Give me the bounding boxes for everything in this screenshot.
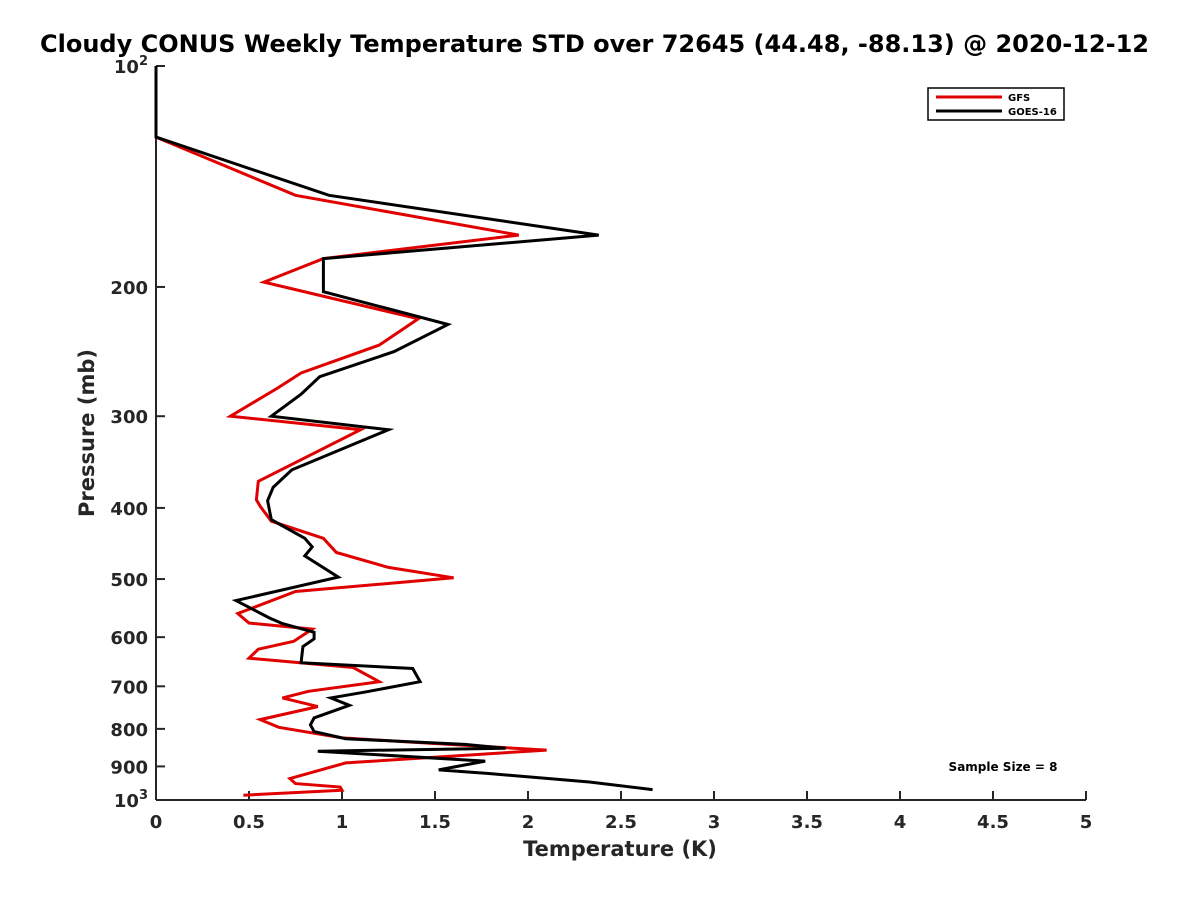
x-tick-label: 2.5 [605,812,637,833]
x-axis-label: Temperature (K) [523,837,717,861]
y-tick-label: 200 [110,278,148,299]
legend: GFS GOES-16 [927,87,1065,121]
x-tick-label: 1 [336,812,349,833]
chart-title: Cloudy CONUS Weekly Temperature STD over… [40,30,1149,58]
y-tick-label: 800 [110,720,148,741]
x-tick-label: 2 [522,812,535,833]
legend-box [927,87,1065,121]
legend-entry: GOES-16 [1008,107,1057,118]
series-lines [154,66,653,797]
ticks: 0 0.5 1 1.5 2 2.5 3 3.5 4 4.5 5 102 200 300 400 500 600 7… [110,54,1092,833]
y-tick-label: 300 [110,407,148,428]
x-tick-label: 1.5 [419,812,451,833]
y-tick-label: 102 [114,54,148,78]
x-tick-label: 3 [708,812,721,833]
x-tick-label: 3.5 [791,812,823,833]
y-tick-label: 400 [110,499,148,520]
y-tick-label: 900 [110,757,148,778]
y-tick-label: 700 [110,677,148,698]
x-tick-label: 0.5 [233,812,265,833]
x-tick-label: 0 [150,812,163,833]
y-tick-label: 103 [114,788,148,812]
x-tick-label: 4 [894,812,907,833]
y-axis-label: Pressure (mb) [75,349,99,517]
x-tick-label: 5 [1080,812,1093,833]
series-line-gfs [154,66,547,797]
legend-entry: GFS [1008,93,1030,104]
series-line-goes-16 [154,66,653,792]
y-tick-label: 600 [110,628,148,649]
y-tick-label: 500 [110,570,148,591]
axes [155,66,1086,801]
x-tick-label: 4.5 [977,812,1009,833]
sample-size-annotation: Sample Size = 8 [949,760,1058,774]
